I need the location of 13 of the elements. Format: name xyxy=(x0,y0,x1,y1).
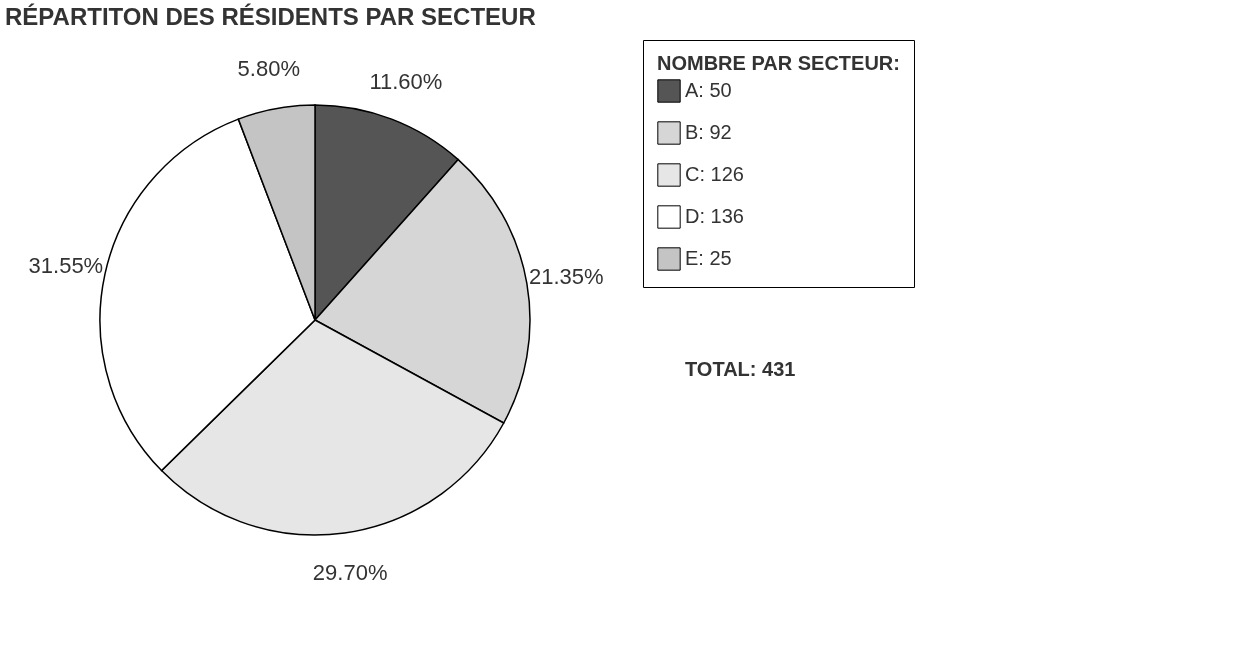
legend-label: B: 92 xyxy=(685,121,732,143)
legend-label: D: 136 xyxy=(685,205,744,227)
legend-label: A: 50 xyxy=(685,79,732,101)
legend-label: E: 25 xyxy=(685,247,732,269)
data-label: 5.80% xyxy=(237,56,300,82)
data-label: 11.60% xyxy=(369,68,443,94)
data-label: 29.70% xyxy=(312,559,388,585)
legend-title: NOMBRE PAR SECTEUR: xyxy=(657,52,900,74)
chart-title: RÉPARTITON DES RÉSIDENTS PAR SECTEUR xyxy=(5,2,536,30)
data-label: 21.35% xyxy=(528,263,604,289)
text: TOTAL: 431 xyxy=(685,358,796,380)
data-label: 31.55% xyxy=(28,252,104,278)
legend-label: C: 126 xyxy=(685,163,744,185)
